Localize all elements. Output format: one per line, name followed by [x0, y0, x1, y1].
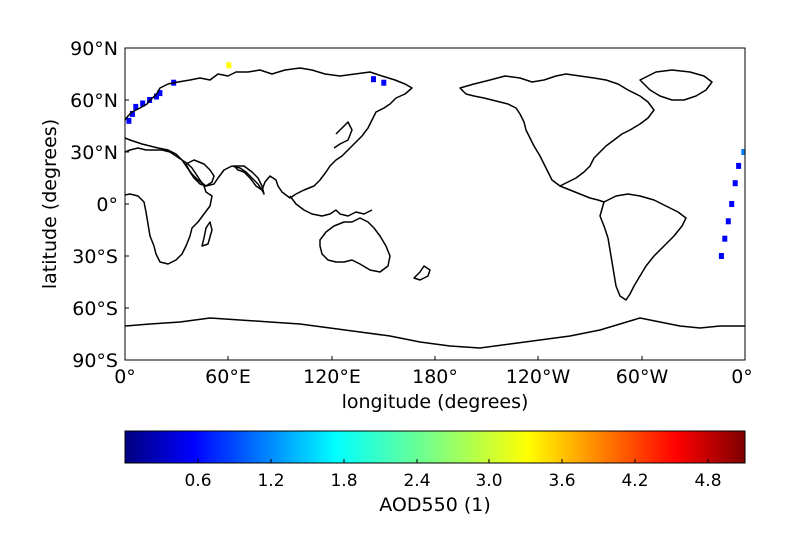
- aod-cell: [129, 110, 135, 117]
- coastline-australia: [319, 217, 391, 273]
- colorbar-tick-marks: [197, 459, 709, 463]
- colorbar-tick-labels: 0.6 1.2 1.8 2.4 3.0 3.6 4.2 4.8: [184, 471, 721, 491]
- coastline-antarctica: [125, 317, 745, 349]
- aod-cell: [226, 62, 232, 69]
- y-tick-label: 90°S: [72, 350, 118, 372]
- map-frame: [125, 48, 745, 360]
- aod-cell: [732, 180, 738, 187]
- colorbar-gradient: [124, 430, 746, 464]
- x-tick-label: 0°: [114, 366, 136, 388]
- colorbar-tick-label: 1.2: [257, 471, 284, 491]
- y-tick-label: 90°N: [70, 38, 118, 60]
- y-tick-label: 30°S: [72, 246, 118, 268]
- x-tick-label: 60°W: [616, 366, 669, 388]
- aod-cell: [725, 218, 731, 225]
- x-tick-label: 120°E: [303, 366, 361, 388]
- x-axis-label: longitude (degrees): [342, 391, 529, 413]
- x-tick-label: 0°: [731, 366, 753, 388]
- aod-cell: [722, 235, 728, 242]
- coastline-new-zealand: [413, 265, 431, 281]
- coastline-eurasia: [125, 67, 413, 199]
- aod-cell: [140, 100, 146, 107]
- coastlines: [125, 67, 745, 349]
- colorbar-tick-label: 3.0: [475, 471, 502, 491]
- aod-cell: [736, 162, 742, 169]
- x-tick-labels: 0° 60°E 120°E 180° 120°W 60°W 0°: [114, 366, 753, 388]
- aod-cell: [371, 76, 376, 83]
- aod-cell: [381, 79, 387, 86]
- y-axis-label: latitude (degrees): [39, 119, 61, 289]
- aod-cell: [729, 201, 735, 207]
- x-tick-label: 60°E: [205, 366, 251, 388]
- y-tick-label: 0°: [96, 194, 118, 216]
- coastline-japan: [333, 121, 353, 149]
- x-tick-label: 120°W: [506, 366, 571, 388]
- y-tick-label: 30°N: [70, 142, 118, 164]
- coastline-central-america: [559, 185, 605, 203]
- y-tick-label: 60°S: [72, 298, 118, 320]
- coastline-indonesia: [289, 195, 373, 217]
- colorbar-tick-label: 1.8: [330, 471, 357, 491]
- aod-cell: [133, 103, 139, 110]
- aod-cell: [718, 253, 724, 259]
- colorbar-tick-label: 4.8: [694, 471, 721, 491]
- coastline-india: [233, 165, 265, 195]
- y-tick-label: 60°N: [70, 90, 118, 112]
- colorbar-tick-label: 2.4: [403, 471, 430, 491]
- coastline-north-america: [459, 73, 655, 187]
- coastline-south-america: [599, 193, 687, 301]
- aod-cell: [126, 117, 132, 124]
- y-tick-labels: 90°N 60°N 30°N 0° 30°S 60°S 90°S: [70, 38, 118, 372]
- aod-cell: [154, 93, 159, 100]
- colorbar-tick-label: 0.6: [184, 471, 211, 491]
- map-tick-marks: [124, 47, 746, 361]
- coastline-africa: [125, 147, 213, 265]
- colorbar-tick-label: 4.2: [621, 471, 648, 491]
- coastline-madagascar: [201, 221, 213, 247]
- colorbar-tick-label: 3.6: [548, 471, 575, 491]
- aod-cell: [741, 149, 745, 155]
- coastline-greenland: [639, 69, 713, 101]
- coastline-arabia: [185, 159, 215, 187]
- x-tick-label: 180°: [412, 366, 458, 388]
- colorbar-label: AOD550 (1): [379, 494, 490, 516]
- aod-cell: [157, 90, 163, 97]
